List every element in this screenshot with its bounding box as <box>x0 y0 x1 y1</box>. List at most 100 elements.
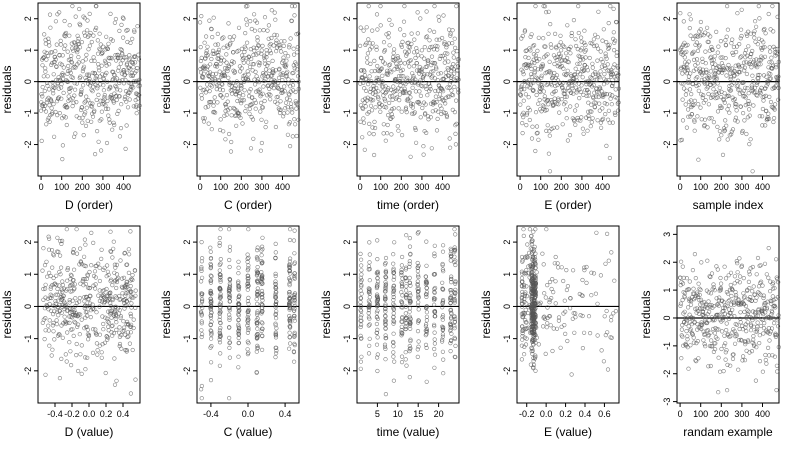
residual-point <box>53 109 58 115</box>
residual-point <box>292 297 297 303</box>
residual-point <box>443 101 448 106</box>
residual-point <box>85 28 90 33</box>
residual-point <box>208 278 213 284</box>
residual-point <box>691 297 697 302</box>
residual-point <box>432 76 438 81</box>
residual-point <box>268 50 274 56</box>
residual-point <box>740 128 745 134</box>
residual-point <box>695 114 700 119</box>
residual-point <box>705 85 711 90</box>
residual-point <box>244 104 249 109</box>
residual-point <box>595 58 600 63</box>
residual-point <box>404 288 409 293</box>
residual-point <box>111 69 116 75</box>
residual-point <box>741 80 746 85</box>
residual-point <box>57 269 62 275</box>
residual-point <box>215 100 220 105</box>
residual-point <box>238 115 243 120</box>
y-tick-label: 2 <box>502 240 512 245</box>
residual-point <box>423 342 429 348</box>
residual-point <box>715 95 720 100</box>
residual-point <box>236 271 241 276</box>
residual-point <box>75 39 81 44</box>
residual-point <box>573 43 579 49</box>
residual-point <box>217 334 222 340</box>
residual-point <box>706 299 711 304</box>
residual-point <box>448 338 454 343</box>
residual-point <box>692 118 697 123</box>
residual-point <box>42 32 47 37</box>
residual-point <box>94 310 99 315</box>
residual-point <box>737 70 743 75</box>
residual-point <box>198 20 203 25</box>
residual-point <box>47 295 53 300</box>
residual-point <box>394 64 399 69</box>
residual-point <box>534 92 539 98</box>
residual-point <box>424 239 429 244</box>
residual-point <box>255 301 260 307</box>
residual-point <box>681 86 687 91</box>
residual-point <box>74 341 79 347</box>
residual-point <box>59 238 65 243</box>
residual-point <box>252 98 257 103</box>
residual-point <box>271 43 276 48</box>
residual-point <box>209 300 214 305</box>
residual-point <box>97 278 102 284</box>
residual-point <box>563 331 568 337</box>
residual-point <box>399 324 404 329</box>
residual-point <box>237 94 242 99</box>
residual-point <box>237 302 242 307</box>
residual-point <box>720 318 725 323</box>
residual-point <box>96 65 101 70</box>
residual-point <box>720 152 726 157</box>
residual-point <box>717 288 722 293</box>
x-tick-label: 0.4 <box>117 409 130 419</box>
residual-point <box>423 102 428 107</box>
residual-point <box>291 70 296 75</box>
residual-point <box>754 329 760 334</box>
residual-point <box>571 117 577 122</box>
residual-point <box>50 110 55 115</box>
residual-point <box>520 258 525 263</box>
residual-point <box>529 74 534 80</box>
residual-point <box>404 284 409 289</box>
residual-point <box>404 363 409 368</box>
residual-point <box>757 341 762 346</box>
residual-point <box>122 284 127 289</box>
residual-point <box>124 99 129 104</box>
residual-point <box>129 87 134 93</box>
residual-point <box>553 83 558 89</box>
residual-point <box>761 73 767 78</box>
residual-point <box>425 60 431 65</box>
residual-point <box>433 285 438 291</box>
residual-point <box>561 80 566 85</box>
residual-point <box>42 103 48 108</box>
residual-point <box>732 118 738 123</box>
residual-point <box>757 16 762 21</box>
residual-point <box>590 116 595 121</box>
residual-point <box>70 103 75 109</box>
residual-point <box>100 288 105 294</box>
residual-point <box>528 246 533 251</box>
residual-point <box>79 343 84 348</box>
residual-point <box>416 289 421 294</box>
residual-point <box>85 327 90 332</box>
residual-point <box>440 328 445 333</box>
residual-point <box>223 137 228 142</box>
residual-point <box>691 102 696 107</box>
residual-point <box>520 131 525 136</box>
residual-point <box>735 119 740 124</box>
residual-point <box>748 295 753 300</box>
residual-point <box>570 86 575 91</box>
residual-point <box>575 69 581 75</box>
residual-point <box>602 71 607 77</box>
residual-point <box>117 28 122 34</box>
residual-point <box>65 286 70 292</box>
residual-point <box>84 94 89 99</box>
residual-point <box>41 74 46 79</box>
residual-point <box>124 285 129 290</box>
residual-point <box>209 336 214 341</box>
residual-point <box>383 282 389 287</box>
residual-point <box>367 288 372 293</box>
